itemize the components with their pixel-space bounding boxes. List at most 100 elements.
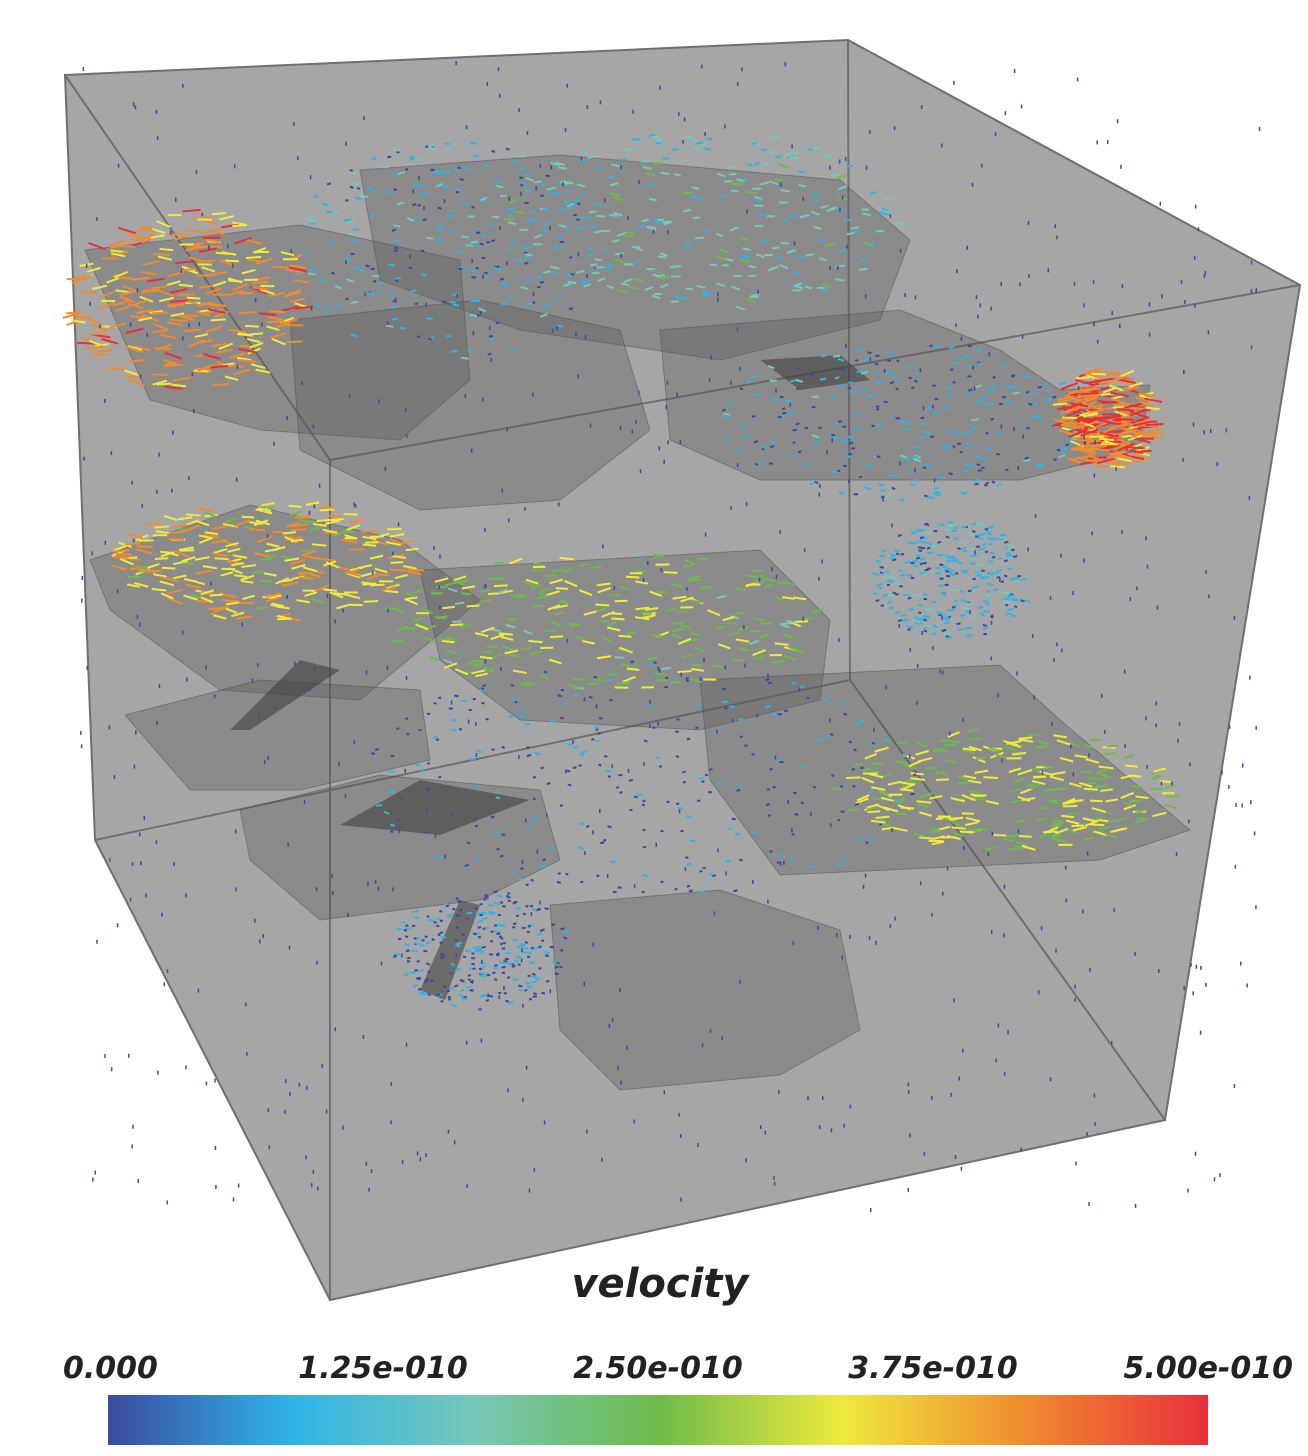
vector-glyph <box>924 495 927 496</box>
vector-glyph <box>1090 801 1103 802</box>
vector-glyph <box>451 729 456 730</box>
vector-glyph <box>910 485 915 486</box>
vector-glyph <box>952 828 966 829</box>
vector-glyph <box>983 777 998 778</box>
vector-glyph <box>899 422 904 423</box>
vector-glyph <box>792 442 795 443</box>
vector-glyph <box>531 947 534 948</box>
vector-glyph <box>491 931 494 932</box>
vector-glyph <box>718 728 722 729</box>
vector-glyph <box>954 600 958 601</box>
vector-glyph <box>470 990 473 991</box>
vector-glyph <box>923 563 927 564</box>
vector-glyph <box>531 880 534 881</box>
vector-glyph <box>656 680 667 681</box>
vector-glyph <box>551 924 554 925</box>
vector-glyph <box>361 531 378 532</box>
vector-glyph <box>440 942 443 943</box>
vector-glyph <box>812 194 818 195</box>
vector-glyph <box>455 969 460 970</box>
vector-glyph <box>1054 840 1065 841</box>
vector-glyph <box>794 814 798 815</box>
vector-glyph <box>988 544 992 545</box>
vector-glyph <box>1004 575 1007 576</box>
vector-glyph <box>418 989 421 990</box>
vector-glyph <box>599 764 602 765</box>
vector-glyph <box>1126 447 1145 448</box>
vector-glyph <box>893 377 897 378</box>
vector-glyph <box>1110 466 1124 467</box>
vector-glyph <box>267 321 284 322</box>
vector-glyph <box>497 849 500 850</box>
vector-glyph <box>470 143 476 144</box>
vector-glyph <box>748 276 756 277</box>
vector-glyph <box>967 635 973 636</box>
vector-glyph <box>889 607 894 608</box>
vector-glyph <box>908 597 911 598</box>
vector-glyph <box>492 973 495 974</box>
vector-glyph <box>242 517 255 518</box>
vector-glyph <box>677 719 680 720</box>
vector-glyph <box>350 187 354 188</box>
vector-glyph <box>940 740 951 741</box>
vector-glyph <box>532 817 537 818</box>
vector-glyph <box>583 281 589 282</box>
vector-glyph <box>812 407 816 408</box>
vector-glyph <box>1053 404 1067 405</box>
vector-glyph <box>770 769 773 770</box>
vector-glyph <box>153 254 170 255</box>
vector-glyph <box>473 699 476 700</box>
vector-glyph <box>926 609 934 610</box>
vector-glyph <box>364 601 378 602</box>
vector-glyph <box>927 548 930 549</box>
vector-glyph <box>803 464 809 465</box>
vector-glyph <box>1013 556 1017 557</box>
vector-glyph <box>480 690 484 691</box>
vector-glyph <box>960 832 974 833</box>
vector-glyph <box>565 874 568 875</box>
vector-glyph <box>810 483 815 484</box>
vector-glyph <box>671 623 683 624</box>
vector-glyph <box>277 619 291 620</box>
vector-glyph <box>821 356 825 357</box>
vector-glyph <box>482 947 486 948</box>
vector-glyph <box>900 499 905 500</box>
vector-glyph <box>805 428 808 429</box>
vector-glyph <box>573 679 584 680</box>
vector-glyph <box>1044 766 1055 767</box>
vector-glyph <box>517 946 522 947</box>
vector-glyph <box>418 970 424 971</box>
vector-glyph <box>496 955 499 956</box>
vector-glyph <box>467 986 472 987</box>
vector-glyph <box>166 364 183 365</box>
vector-glyph <box>1000 535 1006 536</box>
vector-glyph <box>1146 424 1164 425</box>
vector-glyph <box>688 580 700 581</box>
vector-glyph <box>946 537 950 538</box>
vector-glyph <box>357 188 360 189</box>
vector-glyph <box>389 569 405 570</box>
vector-glyph <box>502 747 505 748</box>
vector-glyph <box>929 345 932 346</box>
vector-glyph <box>455 603 464 604</box>
vector-glyph <box>580 882 583 883</box>
vector-glyph <box>579 765 582 766</box>
vector-glyph <box>475 950 481 951</box>
vector-glyph <box>656 143 662 144</box>
vector-glyph <box>371 753 375 754</box>
vector-glyph <box>661 668 670 669</box>
vector-glyph <box>440 957 444 958</box>
vector-glyph <box>468 979 471 980</box>
vector-glyph <box>502 283 507 284</box>
vector-glyph <box>957 629 964 630</box>
vector-glyph <box>494 831 500 832</box>
vector-glyph <box>146 524 162 525</box>
vector-glyph <box>1018 737 1032 738</box>
vector-glyph <box>893 593 896 594</box>
vector-glyph <box>676 756 679 757</box>
vector-glyph <box>456 251 462 252</box>
vector-glyph <box>436 994 440 995</box>
vector-glyph <box>596 875 599 876</box>
vector-glyph <box>924 620 927 621</box>
vector-glyph <box>964 357 970 358</box>
